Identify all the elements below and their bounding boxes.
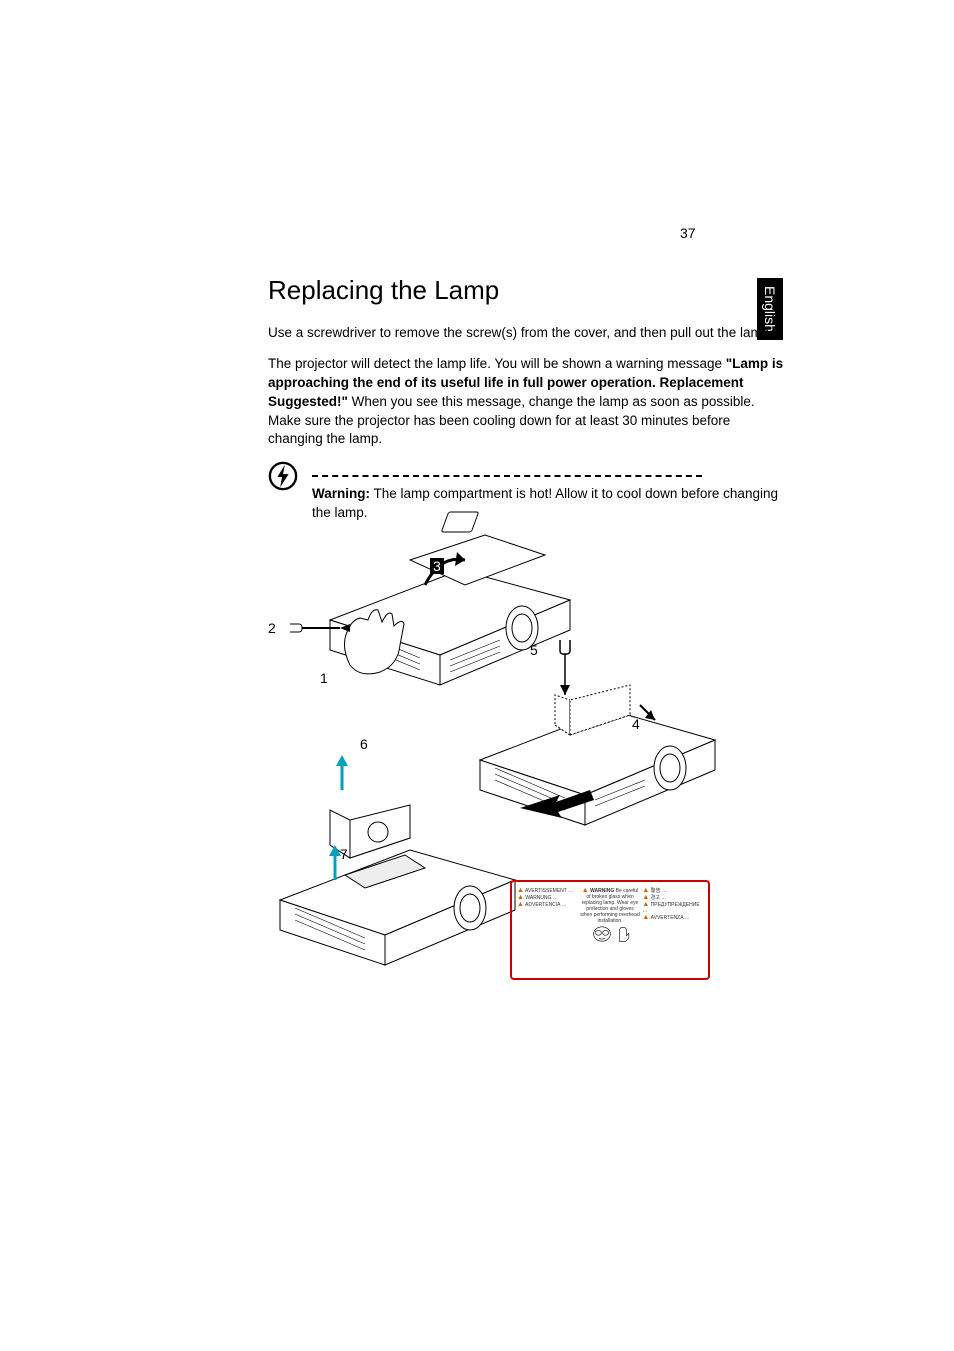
goggles-face-icon xyxy=(590,924,614,944)
dashed-rule xyxy=(312,475,702,477)
glove-icon xyxy=(616,924,630,944)
lightning-icon xyxy=(268,461,298,491)
step-7: 7 xyxy=(340,846,348,862)
paragraph-1: Use a screwdriver to remove the screw(s)… xyxy=(268,324,788,343)
warning-triangle-icon: ▲ xyxy=(642,887,649,894)
step-1: 1 xyxy=(320,670,328,686)
step-5: 5 xyxy=(530,642,538,658)
heading: Replacing the Lamp xyxy=(268,275,788,306)
step-2: 2 xyxy=(268,620,276,636)
warn-col-1: ▲ AVERTISSEMENT … ▲ WARNUNG … ▲ ADVERTEN… xyxy=(516,886,579,974)
warn-col-3: ▲ 警告 … ▲ 경고 … ▲ ПРЕДУПРЕЖДЕНИЕ … ▲ AVVER… xyxy=(641,886,704,974)
step-4: 4 xyxy=(632,716,640,732)
warning-triangle-icon: ▲ xyxy=(582,887,589,894)
step-6: 6 xyxy=(360,736,368,752)
lamp-warning-label: ▲ AVERTISSEMENT … ▲ WARNUNG … ▲ ADVERTEN… xyxy=(510,880,710,980)
warning-triangle-icon: ▲ xyxy=(642,901,649,908)
warning-triangle-icon: ▲ xyxy=(517,887,524,894)
warn-col-2: ▲ WARNING Be careful of broken glass whe… xyxy=(579,886,642,974)
para2-lead: The projector will detect the lamp life.… xyxy=(268,356,726,371)
page-content: Replacing the Lamp Use a screwdriver to … xyxy=(268,220,788,523)
paragraph-2: The projector will detect the lamp life.… xyxy=(268,355,788,449)
warning-triangle-icon: ▲ xyxy=(642,914,649,921)
step-3: 3 xyxy=(430,558,444,574)
warning-triangle-icon: ▲ xyxy=(642,894,649,901)
projector-view-3 xyxy=(260,750,520,970)
warning-triangle-icon: ▲ xyxy=(517,901,524,908)
warning-triangle-icon: ▲ xyxy=(517,894,524,901)
